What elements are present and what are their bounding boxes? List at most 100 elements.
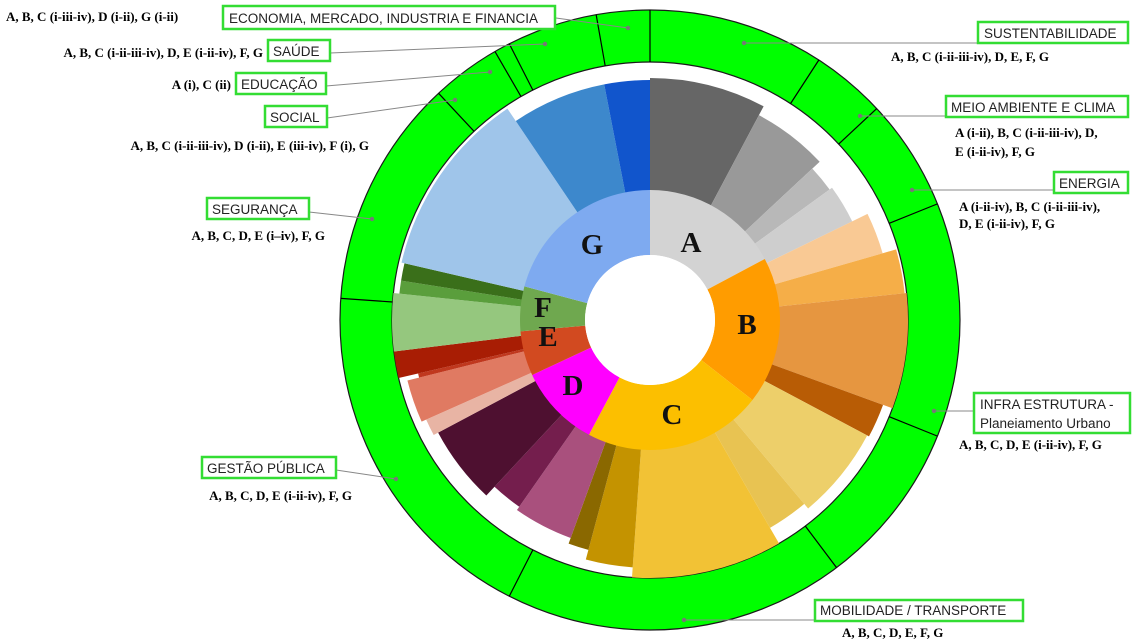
area-label-box [221, 4, 557, 31]
leader-dot [741, 40, 747, 46]
area-groups-note: E (i-ii-iv), F, G [955, 144, 1035, 159]
area-name: EDUCAÇÃO [241, 77, 318, 92]
area-name: Planeiamento Urbano [980, 416, 1111, 431]
leader-lines [308, 17, 1054, 623]
group-letter-b: B [737, 309, 756, 341]
subcategory-wedge [494, 413, 577, 507]
group-ring [520, 190, 780, 450]
outer-ring-dividers [340, 10, 938, 597]
subcategory-wedge [392, 293, 523, 352]
outer-ring-divider [888, 203, 938, 224]
subcategory-wedge [773, 249, 905, 307]
leader-dot [393, 476, 399, 482]
leader-dot [857, 113, 863, 119]
area-label-box [944, 94, 1130, 119]
subcategory-wedge [426, 372, 537, 436]
subcategory-ring [392, 78, 908, 578]
outer-ring-divider [790, 59, 820, 104]
area-label-box [266, 38, 332, 63]
area-groups-note: A, B, C (i-ii-iii-iv), D (i-ii), E (iii-… [130, 138, 369, 153]
subcategory-wedge [407, 350, 534, 422]
group-wedge-a [650, 190, 765, 290]
subcategory-wedge [765, 213, 883, 285]
area-groups-note: D, E (i-ii-iv), F, G [959, 216, 1055, 231]
leader-dot [909, 187, 915, 193]
area-labels: ECONOMIA, MERCADO, INDUSTRIA E FINANCIA A… [6, 4, 1132, 640]
outer-ring-divider [508, 43, 534, 91]
area-groups-note: A, B, C, D, E (i-ii-iv), F, G [959, 437, 1102, 452]
area-groups-note: A, B, C, D, E (i–iv), F, G [192, 228, 326, 243]
outer-ring-divider [508, 549, 534, 597]
outer-ring-divider [438, 92, 475, 132]
leader-line [325, 71, 491, 87]
area-groups-note: A (i-ii), B, C (i-ii-iii-iv), D, [955, 125, 1098, 140]
area-groups-note: A, B, C, D, E, F, G [842, 625, 943, 640]
leader-line [335, 469, 397, 480]
outer-ring-divider [494, 51, 522, 97]
area-name: ECONOMIA, MERCADO, INDUSTRIA E FINANCIA [229, 11, 538, 26]
subcategory-wedge [585, 443, 642, 568]
subcategory-wedge [516, 424, 607, 539]
area-name: SUSTENTABILIDADE [984, 26, 1117, 41]
area-groups-note: A, B, C (i-ii-iii-iv), D, E (i-ii-iv), F… [63, 45, 263, 60]
subcategory-wedge [418, 348, 526, 378]
group-letter-a: A [681, 227, 702, 259]
leader-dot [369, 216, 375, 222]
area-label-box [205, 196, 311, 221]
outer-ring-divider [595, 14, 606, 67]
subcategory-wedge [393, 335, 526, 379]
leader-dot [542, 41, 548, 47]
area-label-box [234, 71, 328, 96]
subcategory-wedge [770, 293, 908, 409]
subcategory-wedge [753, 187, 853, 264]
area-groups-note: A, B, C (i-ii-iii-iv), D, E, F, G [891, 49, 1049, 64]
area-groups-note: A (i), C (ii) [172, 77, 231, 92]
subcategory-wedge [763, 363, 884, 437]
outer-ring-divider [804, 525, 838, 568]
area-label-box [972, 391, 1132, 435]
leader-dot [931, 408, 937, 414]
area-name: INFRA ESTRUTURA - [980, 397, 1114, 412]
group-wedge-e [520, 325, 592, 375]
area-label-box [263, 104, 329, 129]
group-letter-g: G [581, 229, 604, 261]
outer-ring-divider [838, 108, 878, 145]
subcategory-wedge [632, 430, 779, 578]
subcategory-wedge [604, 80, 650, 195]
center-hole [585, 255, 715, 385]
group-wedge-c [588, 360, 753, 450]
subcategory-wedge [650, 78, 764, 207]
area-name: SEGURANÇA [212, 202, 298, 217]
area-label-box [976, 20, 1130, 45]
area-name: SAÚDE [273, 44, 320, 59]
area-groups-note: A, B, C (i-iii-iv), D (i-ii), G (i-ii) [6, 9, 178, 24]
group-wedge-f [520, 286, 588, 332]
subcategory-wedge [710, 115, 820, 233]
area-groups-note: A (i-ii-iv), B, C (i-ii-iii-iv), [959, 199, 1100, 214]
leader-dot [625, 25, 631, 31]
leader-line [555, 17, 629, 29]
area-groups-note: A, B, C, D, E (i-ii-iv), F, G [209, 488, 352, 503]
group-wedge-b [701, 258, 780, 401]
outer-ring-divider [888, 416, 938, 437]
area-name: ENERGIA [1059, 176, 1120, 191]
outer-ring-divider [340, 297, 393, 303]
group-letter-c: C [662, 399, 683, 431]
leader-dot [487, 69, 493, 75]
leader-line [326, 99, 456, 119]
subcategory-wedge [743, 168, 830, 245]
area-label-box [813, 598, 1025, 623]
area-name: MEIO AMBIENTE E CLIMA [951, 100, 1115, 115]
area-name: GESTÃO PÚBLICA [207, 461, 325, 476]
leader-line [308, 211, 373, 220]
leader-dot [452, 97, 458, 103]
subcategory-wedge [401, 263, 526, 300]
subcategory-wedge [568, 440, 617, 550]
area-label-box [200, 455, 338, 480]
subcategory-wedge [399, 280, 524, 307]
group-letter-d: D [563, 370, 584, 402]
area-name: MOBILIDADE / TRANSPORTE [820, 603, 1006, 618]
area-label-box [1052, 170, 1130, 195]
